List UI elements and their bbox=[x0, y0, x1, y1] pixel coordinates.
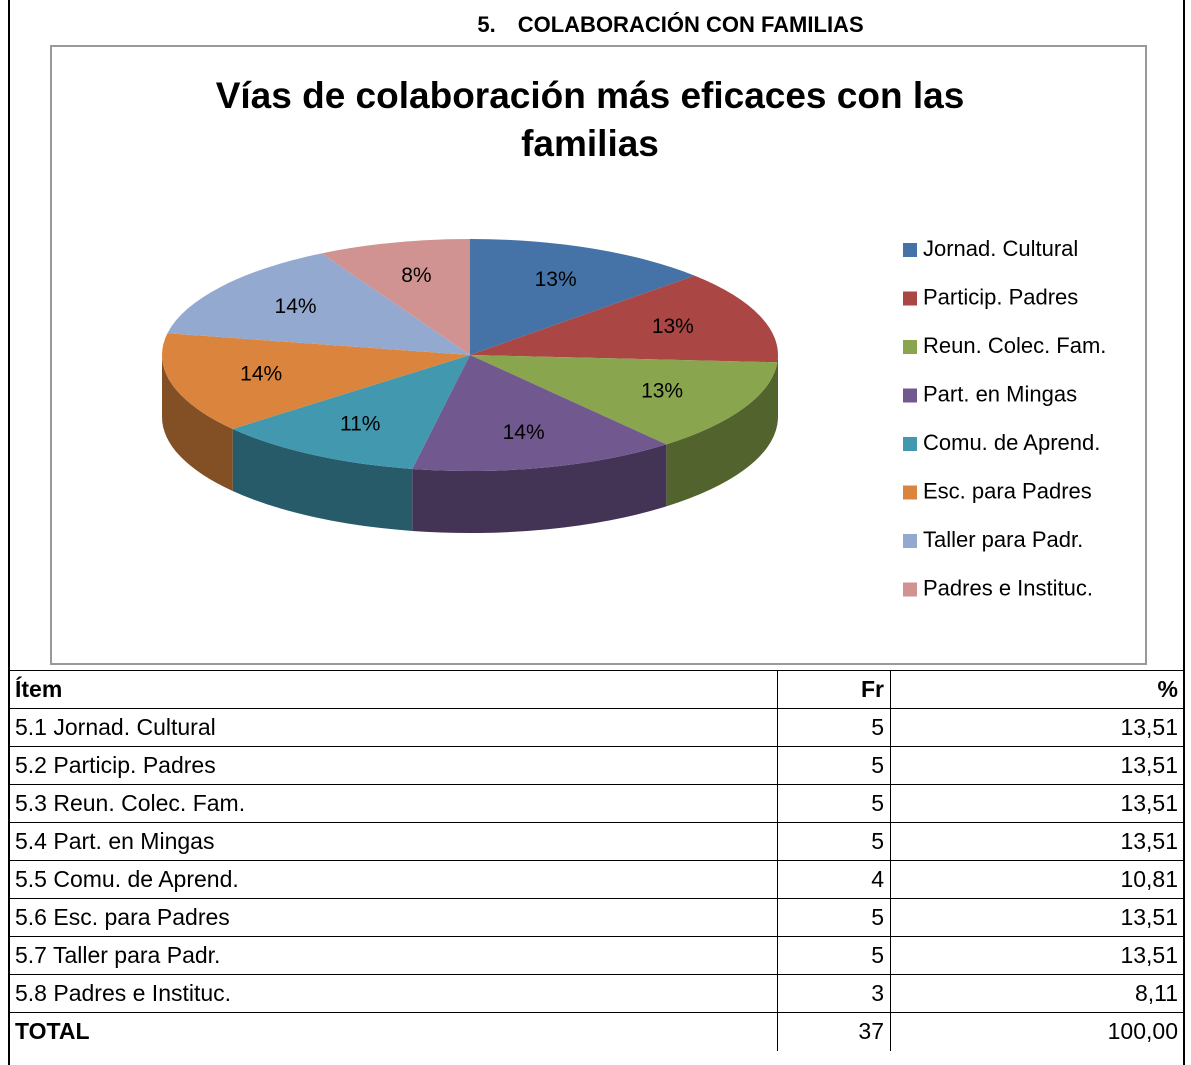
section-heading: 5. COLABORACIÓN CON FAMILIAS bbox=[0, 12, 1191, 38]
table-row: 5.8 Padres e Instituc. 3 8,11 bbox=[8, 974, 1185, 1013]
chart-area bbox=[50, 45, 1147, 665]
slice-side bbox=[232, 428, 413, 531]
sheet-frame bbox=[8, 0, 1185, 1065]
table-cell: 5 bbox=[777, 746, 891, 785]
table-row: 5.2 Particip. Padres 5 13,51 bbox=[8, 746, 1185, 785]
table-cell: 8,11 bbox=[890, 974, 1185, 1013]
table-cell: 13,51 bbox=[890, 822, 1185, 861]
legend-label: Esc. para Padres bbox=[923, 478, 1092, 503]
table-cell: 5 bbox=[777, 898, 891, 937]
legend-swatch bbox=[903, 340, 917, 354]
slice-top bbox=[232, 355, 470, 469]
table-cell: 13,51 bbox=[890, 898, 1185, 937]
data-label: 8% bbox=[401, 264, 431, 287]
slice bbox=[167, 253, 471, 355]
data-label: 14% bbox=[275, 295, 317, 318]
data-label: 13% bbox=[641, 379, 683, 402]
table-cell: 5.4 Part. en Mingas bbox=[8, 822, 778, 861]
table-cell: 4 bbox=[777, 860, 891, 899]
table-row: 5.7 Taller para Padr. 5 13,51 bbox=[8, 936, 1185, 975]
data-table: Ítem Fr% 5.1 Jornad. Cultural 5 13,51 5.2 Par… bbox=[8, 670, 1185, 1051]
data-label: 14% bbox=[503, 421, 545, 444]
data-label: 11% bbox=[340, 412, 380, 435]
slice bbox=[321, 239, 470, 355]
slice-side bbox=[162, 355, 233, 491]
slice-side bbox=[412, 444, 667, 533]
slice-top bbox=[167, 253, 471, 355]
legend-swatch bbox=[903, 388, 917, 403]
slice bbox=[161, 333, 470, 491]
slice bbox=[470, 355, 778, 507]
table-row: 5.4 Part. en Mingas 5 13,51 bbox=[8, 822, 1185, 861]
table-cell: 100,00 bbox=[890, 1012, 1185, 1051]
legend-label: Particip. Padres bbox=[923, 284, 1078, 309]
slice-side bbox=[666, 362, 778, 507]
legend-label: Padres e Instituc. bbox=[923, 575, 1093, 600]
table-cell: 10,81 bbox=[890, 860, 1185, 899]
legend-swatch bbox=[903, 291, 917, 306]
legend-label: Comu. de Aprend. bbox=[923, 430, 1100, 455]
legend-swatch bbox=[903, 582, 917, 597]
table-cell: 5.6 Esc. para Padres bbox=[8, 898, 778, 937]
table-cell: 5.8 Padres e Instituc. bbox=[8, 974, 778, 1013]
legend-label: Jornad. Cultural bbox=[923, 236, 1078, 261]
table-cell: 5 bbox=[777, 708, 891, 747]
legend-label: Taller para Padr. bbox=[923, 527, 1083, 552]
table-row: 5.3 Reun. Colec. Fam. 5 13,51 bbox=[8, 784, 1185, 823]
table-cell: Ítem bbox=[8, 670, 778, 709]
data-label: 13% bbox=[535, 268, 577, 291]
legend-swatch bbox=[903, 243, 917, 257]
data-label: 13% bbox=[652, 315, 694, 338]
table-cell: 5.2 Particip. Padres bbox=[8, 746, 778, 785]
legend-label: Part. en Mingas bbox=[923, 381, 1077, 406]
table-row: 5.5 Comu. de Aprend. 4 10,81 bbox=[8, 860, 1185, 899]
legend-swatch bbox=[903, 437, 917, 451]
table-row: 5.1 Jornad. Cultural 5 13,51 bbox=[8, 708, 1185, 747]
chart-title: Vías de colaboración más eficaces con la… bbox=[215, 75, 965, 164]
table-cell: 13,51 bbox=[890, 784, 1185, 823]
slice bbox=[470, 239, 695, 355]
slice bbox=[470, 275, 778, 425]
slice-top bbox=[470, 355, 778, 445]
table-cell: 5 bbox=[777, 784, 891, 823]
legend-swatch bbox=[903, 485, 917, 500]
heading-number: 5. bbox=[477, 12, 496, 37]
table-cell: Fr bbox=[777, 670, 891, 709]
slice-top bbox=[321, 239, 470, 355]
table-row: TOTAL 37 100,00 bbox=[8, 1012, 1185, 1051]
table-row: Ítem Fr% bbox=[8, 670, 1185, 709]
table-cell: 13,51 bbox=[890, 746, 1185, 785]
data-label: 14% bbox=[240, 363, 282, 386]
table-cell: 13,51 bbox=[890, 936, 1185, 975]
table-cell: 5.3 Reun. Colec. Fam. bbox=[8, 784, 778, 823]
slice bbox=[232, 355, 470, 531]
table-cell: % bbox=[890, 670, 1185, 709]
slice bbox=[412, 355, 667, 533]
table-cell: 5.1 Jornad. Cultural bbox=[8, 708, 778, 747]
table-cell: 3 bbox=[777, 974, 891, 1013]
table-cell: 5.5 Comu. de Aprend. bbox=[8, 860, 778, 899]
slice-top bbox=[470, 239, 695, 355]
slice-top bbox=[161, 333, 470, 429]
slice-side bbox=[777, 355, 778, 425]
legend-swatch bbox=[903, 534, 917, 548]
table-cell: TOTAL bbox=[8, 1012, 778, 1051]
table-row: 5.6 Esc. para Padres 5 13,51 bbox=[8, 898, 1185, 937]
table-cell: 5.7 Taller para Padr. bbox=[8, 936, 778, 975]
table-cell: 5 bbox=[777, 936, 891, 975]
chart: 13% 13% 13% 14% 11% 14% 14% 8% Jornad. Cultural P… bbox=[161, 236, 1106, 600]
slice-top bbox=[470, 275, 778, 363]
table-cell: 37 bbox=[777, 1012, 891, 1051]
heading-text: COLABORACIÓN CON FAMILIAS bbox=[517, 12, 864, 37]
table-cell: 5 bbox=[777, 822, 891, 861]
slice-top bbox=[412, 355, 667, 471]
table-cell: 13,51 bbox=[890, 708, 1185, 747]
legend-label: Reun. Colec. Fam. bbox=[923, 333, 1106, 358]
